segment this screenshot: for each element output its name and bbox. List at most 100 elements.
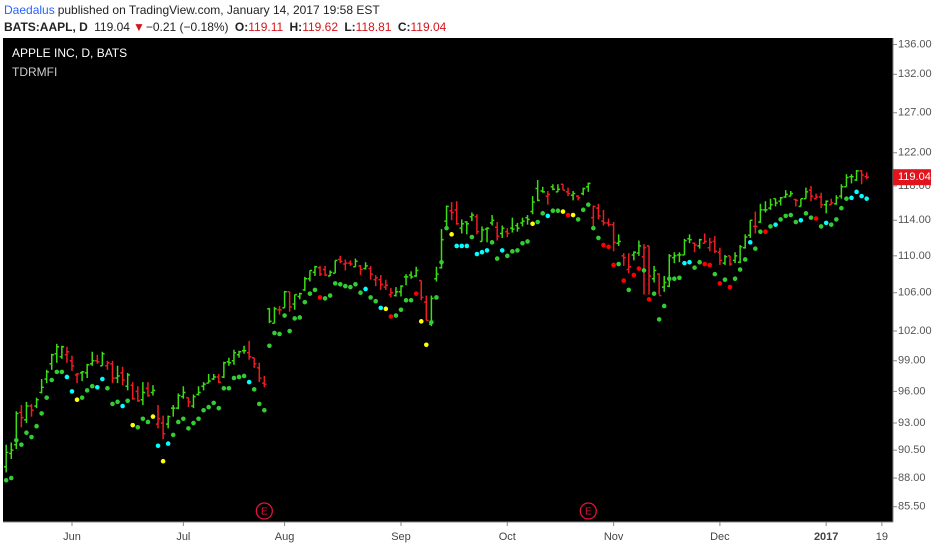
indicator-dot — [702, 261, 708, 267]
indicator-dot — [196, 416, 201, 422]
x-tick-label: Oct — [499, 531, 516, 543]
indicator-dot — [226, 385, 232, 391]
indicator-dot — [100, 376, 105, 382]
indicator-dot — [464, 243, 470, 249]
indicator-dot — [692, 265, 697, 270]
indicator-dot — [59, 369, 65, 375]
indicator-dot — [854, 189, 859, 195]
indicator-dot — [246, 379, 252, 385]
indicator-dot — [606, 244, 611, 250]
indicator-dot — [454, 243, 459, 249]
indicator-dot — [808, 215, 814, 220]
y-tick-label: 114.00 — [898, 214, 931, 226]
header-line: Daedalus published on TradingView.com, Ja… — [4, 3, 383, 17]
event-marker — [579, 502, 597, 520]
indicator-dot — [3, 478, 9, 483]
indicator-dot — [312, 287, 318, 293]
indicator-dot — [672, 276, 677, 282]
indicator-dot — [84, 388, 90, 393]
indicator-dot — [186, 426, 191, 431]
indicator-dot — [596, 235, 601, 241]
y-tick-label: 90.50 — [898, 444, 926, 456]
indicator-dot — [236, 374, 242, 380]
indicator-dot — [778, 217, 783, 222]
indicator-dot — [753, 246, 758, 251]
indicator-dot — [74, 397, 80, 403]
indicator-dot — [256, 401, 262, 407]
indicator-dot — [525, 239, 530, 244]
indicator-dot — [449, 232, 454, 237]
indicator-dot — [332, 281, 338, 286]
indicator-dot — [859, 193, 864, 199]
header-line: BATS:AAPL, D 119.04 ▼−0.21 (−0.18%) O:119… — [4, 20, 449, 34]
open: 119.11 — [248, 20, 284, 34]
indicator-dot — [282, 313, 287, 318]
indicator-dot — [110, 401, 115, 407]
indicator-dot — [697, 259, 702, 265]
indicator-dot — [818, 224, 824, 229]
indicator-dot — [798, 217, 804, 223]
indicator-dot — [459, 243, 465, 249]
indicator-name: TDRMFI — [12, 65, 57, 79]
indicator-dot — [677, 275, 682, 281]
indicator-dot — [585, 202, 591, 207]
indicator-dot — [570, 212, 576, 218]
indicator-dot — [231, 375, 237, 381]
indicator-dot — [49, 377, 55, 383]
indicator-dot — [130, 422, 136, 428]
indicator-dot — [29, 434, 34, 440]
indicator-dot — [317, 295, 323, 300]
indicator-dot — [120, 403, 125, 409]
indicator-dot — [616, 261, 621, 267]
indicator-dot — [94, 384, 100, 390]
y-tick-label: 88.00 — [898, 472, 926, 484]
indicator-dot — [115, 399, 120, 405]
x-tick-label: Dec — [710, 531, 730, 543]
x-tick-label: Jun — [63, 531, 81, 543]
indicator-dot — [732, 276, 738, 282]
indicator-dot — [839, 205, 844, 211]
indicator-dot — [373, 298, 378, 304]
close-label: C: — [397, 20, 411, 34]
indicator-dot — [788, 212, 794, 218]
indicator-dot — [489, 240, 495, 245]
y-tick-label: 136.00 — [898, 38, 932, 50]
indicator-dot — [444, 225, 449, 231]
indicator-dot — [322, 296, 328, 301]
indicator-dot — [201, 407, 206, 413]
indicator-dot — [656, 317, 662, 322]
indicator-dot — [565, 212, 571, 218]
indicator-dot — [535, 219, 540, 225]
event-label: E — [585, 507, 592, 518]
indicator-dot — [170, 432, 176, 438]
y-tick-label: 127.00 — [898, 107, 932, 119]
indicator-dot — [545, 213, 551, 219]
indicator-dot — [591, 225, 596, 231]
indicator-dot — [813, 216, 819, 221]
y-tick-label: 106.00 — [898, 287, 932, 299]
indicator-dot — [327, 293, 333, 298]
indicator-dot — [494, 256, 500, 261]
indicator-dot — [742, 257, 748, 262]
indicator-dot — [434, 295, 439, 300]
y-tick-label: 93.00 — [898, 417, 926, 429]
indicator-dot — [337, 282, 343, 287]
indicator-dot — [717, 281, 723, 286]
indicator-dot — [79, 395, 85, 400]
indicator-dot — [221, 385, 227, 391]
indicator-dot — [363, 286, 368, 292]
indicator-dot — [469, 234, 475, 240]
indicator-dot — [272, 330, 277, 336]
indicator-dot — [181, 416, 186, 422]
indicator-dot — [651, 291, 657, 296]
indicator-dot — [343, 283, 348, 289]
change-arrow: ▼ — [132, 20, 145, 34]
indicator-dot — [14, 437, 19, 443]
indicator-dot — [378, 305, 384, 311]
indicator-dot — [849, 195, 854, 201]
y-tick-label: 85.50 — [898, 501, 926, 513]
author[interactable]: Daedalus — [4, 3, 55, 17]
indicator-dot — [707, 262, 713, 268]
indicator-dot — [125, 398, 130, 404]
